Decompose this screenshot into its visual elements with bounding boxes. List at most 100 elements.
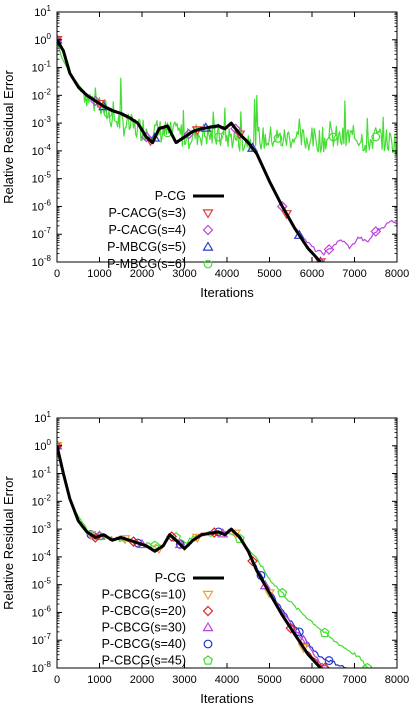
y-tick-label: 100: [34, 438, 51, 453]
x-tick-label: 6000: [300, 674, 324, 686]
series-marker: [263, 589, 276, 599]
x-tick-label: 5000: [257, 268, 281, 280]
legend-label: P-MBCG(s=6): [107, 257, 186, 271]
series-line-P-MBCG(s=5): [57, 40, 321, 262]
x-tick-label: 0: [54, 674, 60, 686]
series-line-P-CBCG(s=10): [57, 446, 322, 668]
x-tick-label: 5000: [257, 674, 281, 686]
legend-marker: [202, 655, 214, 665]
legend-label: P-CBCG(s=30): [102, 621, 186, 635]
series-marker: [323, 244, 335, 255]
x-axis-label: Iterations: [200, 691, 254, 706]
x-tick-label: 7000: [342, 268, 366, 280]
y-tick-label: 10-6: [32, 604, 52, 619]
legend-label: P-CBCG(s=20): [102, 604, 186, 618]
series-marker: [319, 627, 330, 638]
y-tick-label: 10-3: [32, 115, 52, 130]
y-tick-label: 10-3: [32, 521, 52, 536]
chart-panel-2: 0 1000 2000 3000 4000 5000 6000 7000 8000 101 100 1…: [1, 410, 409, 706]
series-group: [57, 34, 397, 262]
y-tick-label: 10-6: [32, 198, 52, 213]
y-tick-label: 10-8: [32, 254, 52, 269]
series-marker: [57, 440, 63, 450]
y-tick-label: 10-5: [32, 577, 52, 592]
legend-label: P-CACG(s=3): [109, 206, 186, 220]
y-tick-label: 10-7: [32, 226, 52, 241]
series-group: [57, 440, 373, 668]
y-axis-label: Relative Residual Error: [1, 476, 16, 610]
y-tick-label: 10-1: [32, 60, 52, 75]
x-tick-label: 7000: [342, 674, 366, 686]
series-marker: [362, 662, 373, 668]
series-marker: [140, 131, 152, 143]
series-marker: [214, 132, 223, 142]
series-marker: [259, 579, 271, 590]
chart-panel-1: 0 1000 2000 3000 4000 5000 6000 7000 8000 101 100 1…: [1, 4, 409, 300]
y-tick-label: 10-4: [32, 143, 52, 158]
legend-marker: [202, 605, 214, 617]
legend-marker: [203, 259, 213, 269]
x-tick-label: 2000: [130, 268, 154, 280]
x-axis-label: Iterations: [200, 285, 254, 300]
legend-marker: [202, 209, 214, 219]
series-line-P-CBCG(s=20): [57, 446, 325, 668]
x-tick-label: 8000: [385, 674, 409, 686]
y-tick-label: 10-7: [32, 632, 52, 647]
series-marker: [297, 634, 310, 644]
series-marker: [319, 662, 331, 668]
x-tick-label: 3000: [172, 674, 196, 686]
legend: P-CG P-CBCG(s=10) P-CBCG(s=20) P-CBCG(s=30)…: [102, 571, 224, 668]
series-marker: [273, 133, 283, 143]
series-marker: [324, 656, 334, 666]
y-axis-label: Relative Residual Error: [1, 70, 16, 204]
legend-label: P-CG: [155, 189, 186, 203]
series-marker: [57, 36, 63, 46]
series-line-P-CG: [57, 39, 322, 262]
series-marker: [57, 442, 63, 452]
series-line-P-CACG(s=3): [57, 38, 322, 262]
legend-marker: [202, 224, 214, 236]
y-tick-label: 10-2: [32, 493, 52, 508]
series-marker: [314, 258, 327, 262]
x-tick-label: 6000: [300, 268, 324, 280]
x-tick-label: 0: [54, 268, 60, 280]
y-tick-label: 10-4: [32, 549, 52, 564]
series-marker: [280, 210, 293, 220]
y-tick-label: 10-8: [32, 660, 52, 675]
legend-label: P-CBCG(s=45): [102, 654, 186, 668]
legend-label: P-CACG(s=4): [109, 223, 186, 237]
series-marker: [371, 132, 381, 142]
x-tick-label: 8000: [385, 268, 409, 280]
y-tick-label: 101: [34, 410, 51, 425]
legend-marker: [203, 639, 213, 649]
legend-label: P-CBCG(s=40): [102, 637, 186, 651]
x-tick-label: 2000: [130, 674, 154, 686]
series-marker: [277, 587, 288, 598]
legend-label: P-CBCG(s=10): [102, 588, 186, 602]
x-tick-label: 3000: [172, 268, 196, 280]
legend-label: P-MBCG(s=5): [107, 240, 186, 254]
series-marker: [370, 226, 382, 237]
x-tick-label: 1000: [87, 674, 111, 686]
y-tick-label: 10-1: [32, 466, 52, 481]
x-tick-label: 4000: [215, 674, 239, 686]
series-line-P-MBCG(s=6): [57, 39, 397, 156]
legend-marker: [202, 621, 214, 632]
series-line-P-CBCG(s=45): [57, 446, 368, 668]
legend: P-CG P-CACG(s=3) P-CACG(s=4) P-MBCG(s=5) P-M…: [107, 189, 224, 271]
x-tick-label: 1000: [87, 268, 111, 280]
y-tick-label: 10-5: [32, 171, 52, 186]
y-tick-label: 100: [34, 32, 51, 47]
legend-marker: [202, 590, 214, 601]
x-tick-label: 4000: [215, 268, 239, 280]
legend-label: P-CG: [155, 571, 186, 585]
series-marker: [328, 132, 338, 142]
series-marker: [293, 229, 305, 239]
y-tick-label: 10-2: [32, 87, 52, 102]
series-marker: [57, 34, 63, 44]
legend-marker: [202, 241, 214, 251]
series-marker: [285, 622, 297, 634]
series-line-P-CBCG(s=30): [57, 446, 330, 668]
y-tick-label: 101: [34, 4, 51, 19]
